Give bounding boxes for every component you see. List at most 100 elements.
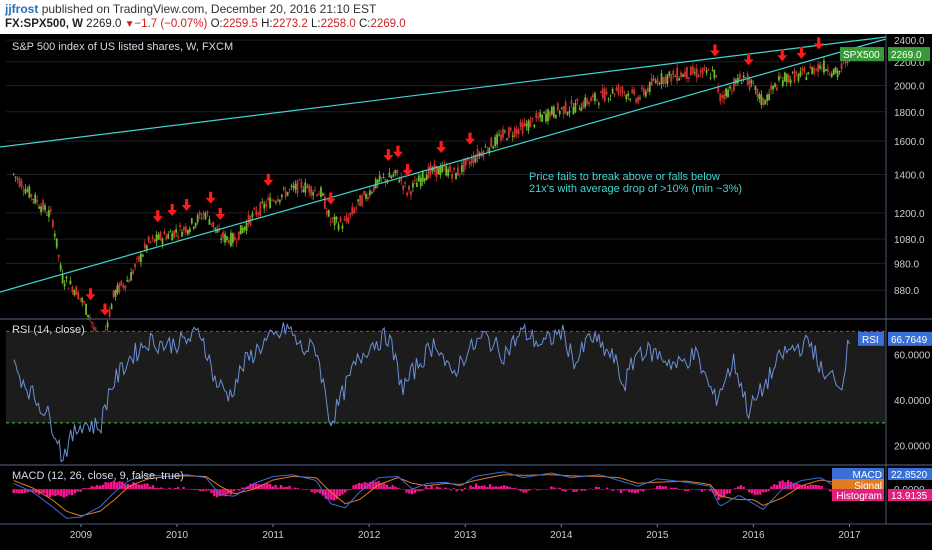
- candle-body: [768, 93, 771, 101]
- candle-body: [339, 217, 342, 222]
- histogram-bar: [182, 487, 185, 490]
- candle-body: [490, 137, 493, 148]
- histogram-bar: [630, 489, 634, 493]
- candle-body: [515, 128, 518, 134]
- candle-body: [265, 203, 268, 208]
- author-link[interactable]: jjfrost: [5, 2, 39, 16]
- price-pane[interactable]: 2400.0 2200.0 2000.0 1800.0 1600.0 1400.0 1200…: [0, 36, 930, 357]
- candle-body: [744, 77, 747, 78]
- resistance-arrow-icon: [436, 141, 447, 154]
- time-axis[interactable]: 2009 2010 2011 2012 2013 2014 2015 2016 2017: [70, 524, 861, 541]
- histogram-bar: [522, 489, 525, 493]
- histogram-bar: [321, 489, 325, 496]
- candle-body: [435, 165, 438, 177]
- candle-body: [308, 184, 311, 193]
- candle-body: [118, 283, 121, 293]
- rsi-pane[interactable]: 60.0000 40.0000 20.0000 RSI (14, close) RSI 6…: [6, 322, 932, 463]
- candle-body: [803, 67, 806, 72]
- histogram-bar: [129, 484, 132, 490]
- histogram-bar: [611, 489, 614, 492]
- candle-body: [641, 87, 643, 90]
- candle-body: [237, 231, 240, 241]
- histogram-bar: [218, 489, 222, 497]
- candle-body: [183, 226, 185, 231]
- candle-body: [472, 154, 475, 164]
- candle-body: [525, 123, 528, 127]
- candle-body: [28, 186, 31, 198]
- macd-pane[interactable]: 0.0000MACD (12, 26, close, 9, false, tru…: [12, 468, 932, 519]
- histogram-bar: [344, 489, 347, 493]
- candle-body: [304, 182, 307, 193]
- histogram-bar: [87, 488, 91, 490]
- price-tick-label: 1600.0: [894, 137, 925, 148]
- histogram-bar: [34, 489, 38, 493]
- candle-body: [353, 208, 356, 214]
- histogram-bar: [349, 489, 352, 490]
- rsi-band-fill: [6, 331, 886, 423]
- candle-body: [586, 98, 589, 105]
- histogram-bar: [803, 484, 807, 490]
- histogram-bar: [661, 486, 665, 490]
- candle-body: [126, 280, 129, 282]
- histogram-bar: [307, 489, 311, 490]
- annotation-line-2: 21x's with average drop of >10% (min ~3%…: [529, 183, 742, 195]
- histogram-bar: [399, 488, 403, 490]
- candle-body: [323, 196, 326, 209]
- macd-series-tag-bg: [832, 479, 884, 491]
- histogram-bar: [168, 487, 171, 490]
- chart-canvas[interactable]: 2400.0 2200.0 2000.0 1800.0 1600.0 1400.0 1200…: [0, 34, 932, 550]
- candle-body: [537, 116, 540, 119]
- candle-body: [40, 206, 42, 213]
- candle-body: [26, 189, 29, 192]
- histogram-bar: [461, 489, 464, 492]
- candle-body: [65, 276, 68, 279]
- histogram-bar: [558, 487, 561, 490]
- histogram-bar: [639, 489, 642, 491]
- candle-body: [631, 89, 634, 93]
- histogram-bar: [433, 488, 436, 490]
- histogram-bar: [469, 485, 472, 490]
- candle-body: [24, 188, 27, 194]
- histogram-bar: [18, 489, 21, 494]
- histogram-bar: [313, 489, 316, 494]
- histogram-bar: [814, 484, 818, 490]
- histogram-bar: [463, 487, 467, 490]
- candle-body: [337, 224, 340, 230]
- candle-body: [642, 88, 645, 95]
- candle-body: [425, 174, 428, 181]
- rsi-value-tag-bg: [888, 331, 932, 346]
- candle-body: [333, 216, 336, 226]
- histogram-bar: [224, 489, 227, 497]
- macd-pane-title: MACD (12, 26, close, 9, false, true): [12, 470, 184, 482]
- histogram-bar: [213, 489, 216, 497]
- candle-body: [241, 227, 244, 233]
- candle-body: [298, 179, 301, 181]
- symbol-label: FX:SPX500, W: [5, 18, 83, 30]
- candle-body: [300, 181, 303, 189]
- histogram-bar: [204, 489, 208, 491]
- histogram-bar: [678, 489, 681, 490]
- candle-body: [273, 200, 275, 202]
- candle-body: [529, 119, 532, 128]
- candle-body: [355, 207, 358, 209]
- histogram-bar: [240, 487, 244, 490]
- candle-body: [441, 165, 444, 173]
- candle-body: [725, 88, 727, 97]
- header-bar: jjfrost published on TradingView.com, De…: [0, 0, 932, 34]
- histogram-bar: [65, 489, 68, 497]
- histogram-bar: [196, 489, 199, 491]
- histogram-bar: [388, 487, 391, 490]
- candle-body: [292, 186, 295, 189]
- candle-body: [263, 203, 266, 209]
- candle-body: [742, 75, 745, 78]
- candle-body: [61, 273, 64, 283]
- histogram-bar: [628, 489, 631, 493]
- candle-body: [310, 186, 313, 196]
- candle-body: [688, 77, 690, 79]
- histogram-bar: [438, 487, 442, 490]
- candle-body: [57, 254, 60, 257]
- histogram-bar: [346, 489, 350, 491]
- candle-body: [793, 70, 796, 83]
- price-pane-title: S&P 500 index of US listed shares, W, FX…: [12, 41, 233, 53]
- candle-body: [414, 179, 416, 181]
